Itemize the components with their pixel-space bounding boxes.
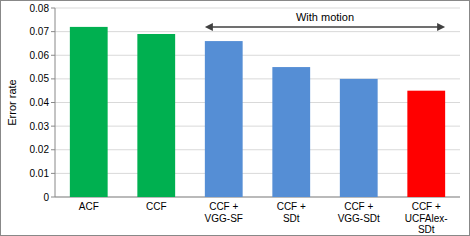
tick-mark: [51, 126, 55, 127]
category-label-line: CCF +: [344, 201, 373, 212]
tick-mark: [51, 173, 55, 174]
grid-line: [55, 197, 460, 198]
category-label: CCF +UCFAlex-SDt: [405, 201, 448, 235]
category-label-line: VGG-SF: [205, 213, 243, 224]
category-label-line: CCF: [146, 201, 167, 212]
y-axis-label: Error rate: [6, 79, 18, 125]
annotation: With motion: [296, 11, 354, 23]
grid-line: [55, 31, 460, 32]
category-label-line: VGG-SDt: [338, 213, 380, 224]
chart: 0 0.01 0.02 0.03 0.04 0.05 0.06 0.07 0.08 Error r…: [0, 0, 470, 236]
x-axis: [55, 197, 460, 198]
annotation-arrow: [207, 26, 443, 28]
tick-mark: [51, 78, 55, 79]
tick-mark: [51, 102, 55, 103]
grid-line: [55, 126, 460, 127]
category-label-line: CCF +: [209, 201, 238, 212]
grid-line: [55, 173, 460, 174]
grid-line: [55, 149, 460, 150]
tick-label: 0.05: [30, 73, 50, 84]
bars: [70, 27, 445, 197]
y-axis: [55, 8, 56, 197]
tick-label: 0.04: [30, 97, 50, 108]
tick-label: 0: [43, 192, 49, 203]
category-label-line: ACF: [79, 201, 99, 212]
tick-mark: [51, 8, 55, 9]
category-label: CCF: [146, 201, 167, 212]
grid-line: [55, 102, 460, 103]
tick-label: 0.06: [30, 50, 50, 61]
bar: [407, 91, 445, 197]
category-label-line: SDt: [418, 224, 435, 235]
bar: [70, 27, 108, 197]
category-label-line: SDt: [283, 213, 300, 224]
category-label: CCF +VGG-SDt: [338, 201, 380, 224]
bar: [205, 41, 243, 197]
category-label: CCF +SDt: [277, 201, 306, 224]
arrow-head: [205, 23, 213, 31]
bar: [340, 79, 378, 197]
tick-label: 0.08: [30, 3, 50, 14]
grid-line: [55, 8, 460, 9]
bar: [137, 34, 175, 197]
figure-frame: [1, 1, 470, 236]
arrow-head: [437, 23, 445, 31]
tick-label: 0.03: [30, 121, 50, 132]
bar: [272, 67, 310, 197]
category-label: CCF +VGG-SF: [205, 201, 243, 224]
tick-mark: [51, 197, 55, 198]
tick-label: 0.02: [30, 144, 50, 155]
category-label: ACF: [79, 201, 99, 212]
category-label-line: CCF +: [277, 201, 306, 212]
tick-mark: [51, 149, 55, 150]
tick-mark: [51, 55, 55, 56]
tick-mark: [51, 31, 55, 32]
grid-line: [55, 55, 460, 56]
tick-label: 0.07: [30, 26, 50, 37]
category-label-line: CCF +: [412, 201, 441, 212]
tick-label: 0.01: [30, 168, 50, 179]
grid-line: [55, 78, 460, 79]
category-label-line: UCFAlex-: [405, 213, 448, 224]
